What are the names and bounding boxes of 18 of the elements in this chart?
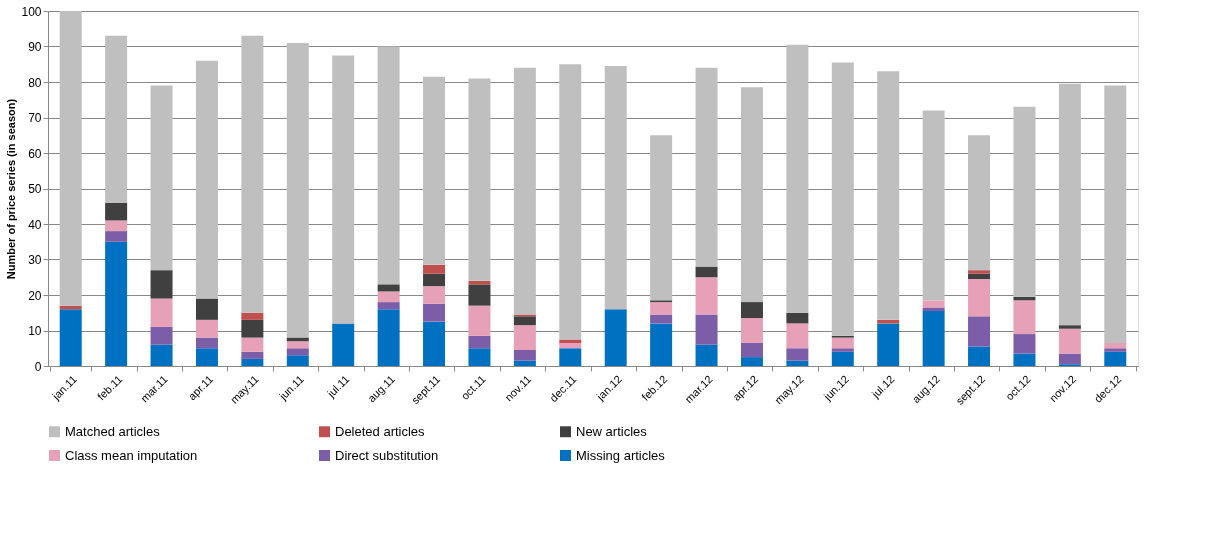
y-tick-label: 30	[28, 253, 42, 267]
y-tick-label: 0	[34, 359, 42, 374]
legend-label: Class mean imputation	[65, 447, 198, 463]
y-tick-label: 50	[28, 182, 42, 196]
y-tick-label: 10	[28, 324, 42, 338]
y-tick-label: 70	[28, 111, 42, 125]
legend-label: Direct substitution	[335, 447, 439, 463]
y-tick-label: 20	[28, 288, 42, 303]
legend-label: Deleted articles	[335, 423, 426, 439]
y-tick-label: 90	[28, 40, 42, 54]
legend-label: Missing articles	[576, 447, 666, 463]
legend-label: Matched articles	[65, 423, 161, 439]
y-tick-label: 80	[28, 75, 42, 90]
y-tick-label: 60	[28, 146, 42, 161]
y-axis-title: Number of price series (in season)	[5, 98, 18, 280]
y-tick-label: 100	[21, 4, 42, 19]
legend-label: New articles	[576, 423, 648, 439]
y-tick-label: 40	[28, 217, 42, 232]
